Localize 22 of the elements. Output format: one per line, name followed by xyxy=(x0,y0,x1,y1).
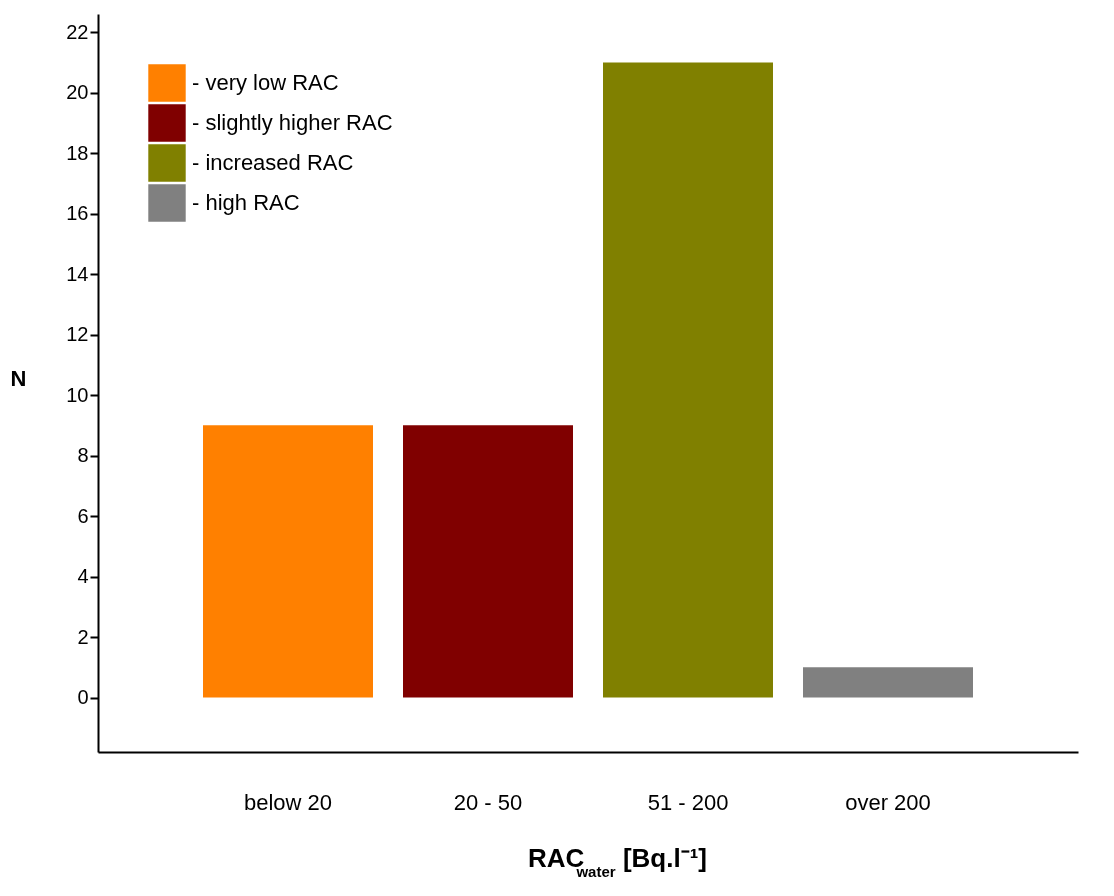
legend-label: - very low RAC xyxy=(192,70,339,95)
y-tick-label: 16 xyxy=(66,202,89,225)
y-tick-label: 6 xyxy=(77,504,89,527)
y-tick-label: 12 xyxy=(66,323,89,346)
y-tick-label: 18 xyxy=(66,141,89,164)
y-tick-label: 14 xyxy=(66,262,89,285)
x-tick-label: below 20 xyxy=(243,789,333,815)
y-tick-label: 10 xyxy=(66,383,89,406)
y-tick-label: 8 xyxy=(77,444,89,467)
x-tick-label: 51 - 200 xyxy=(647,789,729,815)
y-tick-label: 2 xyxy=(77,625,89,648)
y-tick-label: 20 xyxy=(66,81,89,104)
y-tick-label: 4 xyxy=(77,565,89,588)
legend-label: - slightly higher RAC xyxy=(192,110,393,135)
y-tick-label: 22 xyxy=(66,20,89,43)
x-tick-label: over 200 xyxy=(845,789,931,815)
x-tick-label: 20 - 50 xyxy=(453,789,523,815)
y-axis-title: N xyxy=(10,365,27,391)
legend-label: - increased RAC xyxy=(192,150,354,175)
legend-label: - high RAC xyxy=(192,190,300,215)
x-axis-title: RACwater [Bq.l⁻¹] xyxy=(528,843,707,880)
y-tick-label: 0 xyxy=(77,686,89,709)
